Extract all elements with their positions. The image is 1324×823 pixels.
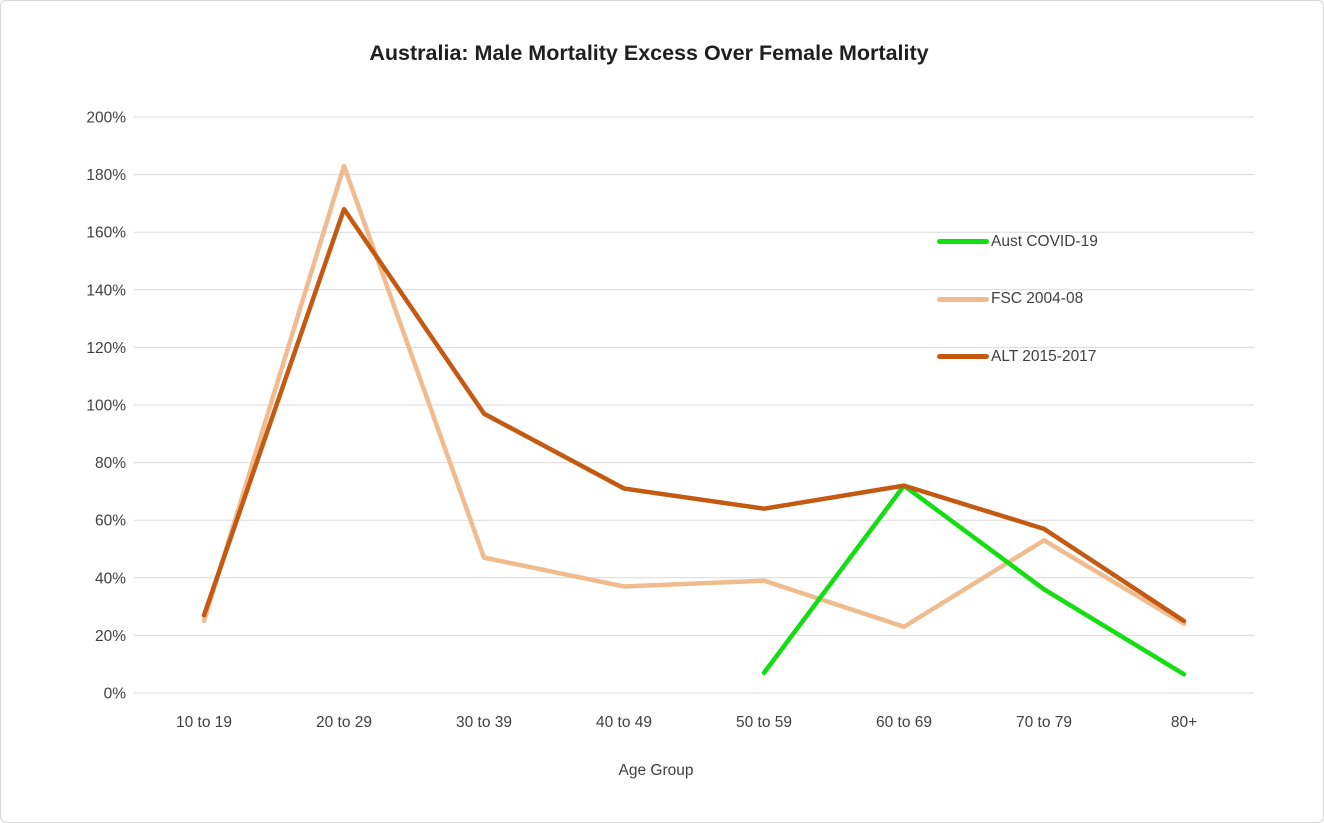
y-tick-label: 40%: [95, 570, 126, 587]
y-tick-label: 0%: [104, 686, 127, 703]
x-tick-label: 60 to 69: [876, 714, 932, 731]
y-tick-label: 120%: [86, 340, 126, 357]
legend-item[interactable]: Aust COVID-19: [937, 232, 1098, 251]
x-tick-label: 20 to 29: [316, 714, 372, 731]
series-line-fsc-2004-08[interactable]: [201, 163, 1187, 630]
x-tick-label: 70 to 79: [1016, 714, 1072, 731]
y-tick-label: 100%: [86, 398, 126, 415]
legend-item[interactable]: FSC 2004-08: [937, 290, 1098, 309]
series-line-alt-2015-2017[interactable]: [201, 206, 1187, 624]
y-tick-label: 200%: [86, 110, 126, 127]
legend-swatch: [937, 296, 989, 302]
x-tick-label: 30 to 39: [456, 714, 512, 731]
y-tick-label: 160%: [86, 225, 126, 242]
chart-title: Australia: Male Mortality Excess Over Fe…: [369, 41, 929, 65]
y-tick-label: 140%: [86, 282, 126, 299]
x-tick-label: 10 to 19: [176, 714, 232, 731]
series-line-aust-covid-19[interactable]: [761, 483, 1187, 677]
legend-label: ALT 2015-2017: [991, 347, 1097, 365]
y-tick-label: 20%: [95, 628, 126, 645]
x-tick-label: 50 to 59: [736, 714, 792, 731]
legend-label: Aust COVID-19: [991, 232, 1098, 250]
y-tick-label: 180%: [86, 167, 126, 184]
x-axis-title: Age Group: [618, 762, 694, 779]
legend-label: FSC 2004-08: [991, 290, 1084, 307]
x-tick-label: 40 to 49: [596, 714, 652, 731]
legend-item[interactable]: ALT 2015-2017: [937, 347, 1098, 366]
legend-swatch: [937, 354, 989, 359]
y-tick-label: 60%: [95, 513, 126, 530]
legend: Aust COVID-19 FSC 2004-08 ALT 2015-2017: [937, 232, 1098, 405]
y-tick-label: 80%: [95, 455, 126, 472]
x-tick-label: 80+: [1171, 714, 1197, 731]
legend-swatch: [937, 239, 989, 244]
